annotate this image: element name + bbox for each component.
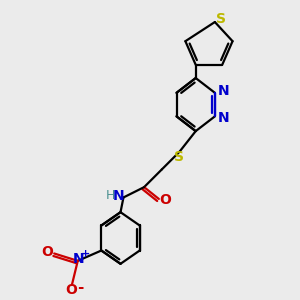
Text: -: - xyxy=(77,280,84,296)
Text: S: S xyxy=(175,150,184,164)
Text: +: + xyxy=(81,249,90,260)
Text: S: S xyxy=(216,12,226,26)
Text: N: N xyxy=(113,189,125,203)
Text: N: N xyxy=(217,111,229,125)
Text: O: O xyxy=(65,283,77,297)
Text: O: O xyxy=(41,245,53,259)
Text: N: N xyxy=(73,252,84,266)
Text: O: O xyxy=(159,194,171,207)
Text: N: N xyxy=(217,84,229,98)
Text: H: H xyxy=(106,190,115,202)
